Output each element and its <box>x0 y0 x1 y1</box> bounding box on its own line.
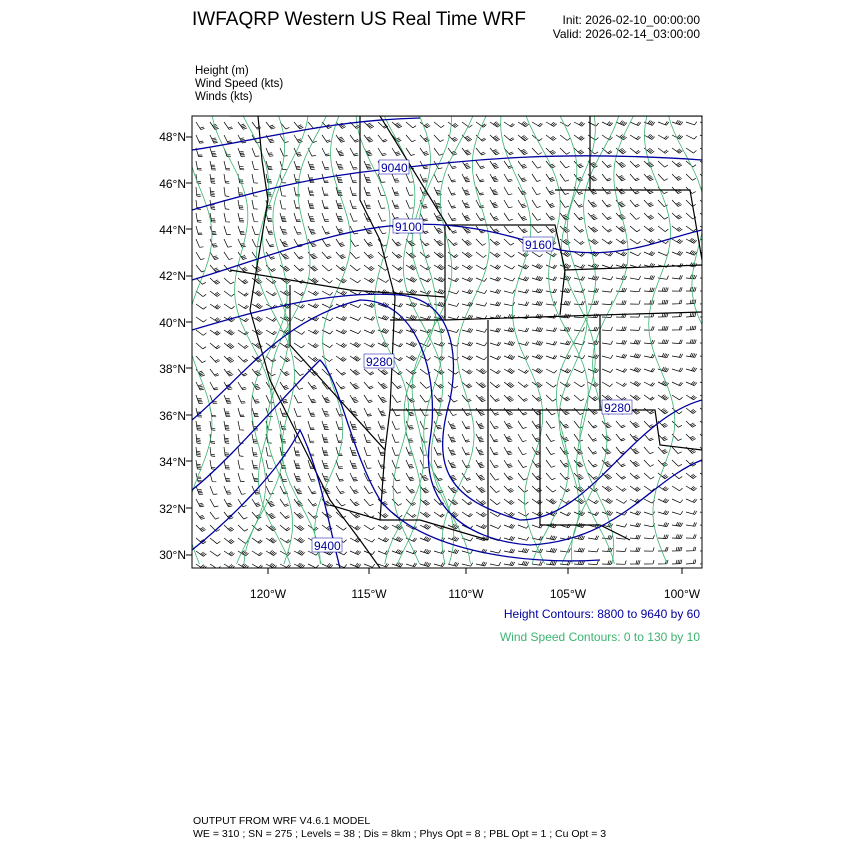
svg-text:9040: 9040 <box>381 161 408 175</box>
svg-text:9100: 9100 <box>395 220 422 234</box>
legend-wind-speed: Wind Speed (kts) <box>195 78 284 90</box>
lon-tick: 115°W <box>351 587 387 601</box>
lat-tick: 36°N <box>159 409 186 423</box>
wind-speed-contour <box>355 116 420 565</box>
lon-tick: 100°W <box>664 587 701 601</box>
legend-height: Height (m) <box>195 65 249 77</box>
svg-text:9400: 9400 <box>314 539 341 553</box>
wind-barbs <box>195 119 702 568</box>
wind-speed-contour <box>243 116 327 565</box>
legend-winds: Winds (kts) <box>195 91 253 103</box>
lat-tick: 46°N <box>159 177 186 191</box>
lon-tick: 120°W <box>250 587 287 601</box>
lat-tick: 30°N <box>159 548 186 562</box>
contour-labels: 9040 9100 9160 9280 9280 9400 <box>311 159 633 553</box>
wind-speed-contour <box>411 116 455 565</box>
state-boundaries <box>229 116 702 568</box>
wind-speed-contour <box>668 116 702 326</box>
wind-speed-contour <box>397 116 452 565</box>
model-info: OUTPUT FROM WRF V4.6.1 MODEL <box>193 815 371 827</box>
plot-frame <box>191 115 703 569</box>
lat-tick: 48°N <box>159 130 186 144</box>
contour-label: 9400 <box>311 537 343 553</box>
wind-speed-contour <box>441 116 490 565</box>
lon-tick: 110°W <box>448 587 484 601</box>
lat-tick: 34°N <box>159 455 186 469</box>
contour-label: 9160 <box>522 236 554 252</box>
wind-speed-contour <box>383 116 471 565</box>
lat-tick: 38°N <box>159 362 186 376</box>
contour-label: 9100 <box>392 218 424 234</box>
wind-speed-contour <box>644 116 676 565</box>
wind-speed-contours <box>192 116 702 565</box>
lat-tick: 32°N <box>159 502 186 516</box>
wind-speed-contour <box>500 116 546 565</box>
wind-speed-contour <box>262 116 294 565</box>
plot-title: IWFAQRP Western US Real Time WRF <box>192 9 526 30</box>
wind-speed-contour <box>531 116 620 565</box>
contour-label: 9280 <box>363 353 395 369</box>
lat-tick: 44°N <box>159 223 186 237</box>
wind-contours-note: Wind Speed Contours: 0 to 130 by 10 <box>499 630 700 644</box>
lat-tick: 42°N <box>159 269 186 283</box>
barb-field <box>195 119 702 568</box>
init-time: Init: 2026-02-10_00:00:00 <box>562 13 700 27</box>
svg-text:9280: 9280 <box>604 401 631 415</box>
contour-label: 9040 <box>378 159 410 175</box>
wind-speed-contour <box>558 116 596 565</box>
wind-speed-contour <box>314 116 352 565</box>
wind-speed-contour <box>211 116 291 565</box>
wind-speed-contour <box>242 116 321 565</box>
model-config: WE = 310 ; SN = 275 ; Levels = 38 ; Dis … <box>193 828 607 840</box>
wind-speed-contour <box>236 116 309 565</box>
lon-tick: 105°W <box>550 587 587 601</box>
svg-text:9280: 9280 <box>366 355 393 369</box>
wind-speed-contour <box>570 116 634 565</box>
wind-speed-contour <box>559 116 615 565</box>
lat-tick: 40°N <box>159 316 186 330</box>
svg-text:9160: 9160 <box>525 238 552 252</box>
wind-speed-contour <box>525 116 615 565</box>
wind-speed-contour <box>700 116 702 120</box>
valid-time: Valid: 2026-02-14_03:00:00 <box>552 27 700 41</box>
height-contours-note: Height Contours: 8800 to 9640 by 60 <box>503 607 700 621</box>
wind-speed-contour <box>384 116 474 565</box>
contour-label: 9280 <box>601 399 633 415</box>
